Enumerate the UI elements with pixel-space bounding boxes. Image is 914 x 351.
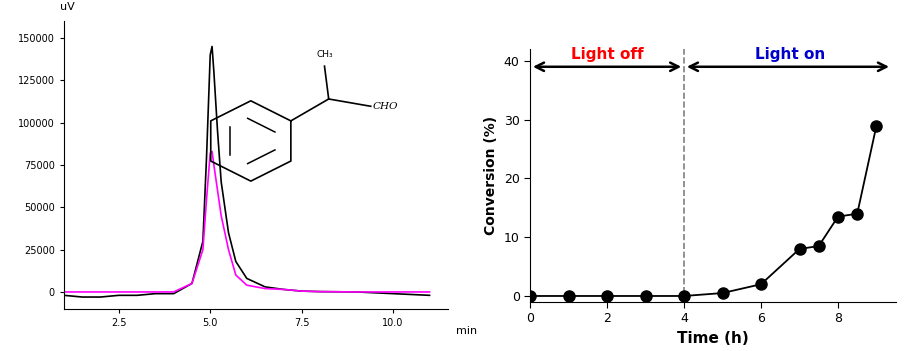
Text: uV: uV (60, 2, 75, 12)
X-axis label: Time (h): Time (h) (677, 331, 749, 346)
Text: Light on: Light on (755, 47, 825, 62)
Text: min: min (455, 326, 477, 336)
Text: CHO: CHO (373, 102, 399, 111)
Text: Light off: Light off (570, 47, 643, 62)
Y-axis label: Conversion (%): Conversion (%) (484, 116, 498, 235)
Text: CH₃: CH₃ (316, 50, 333, 59)
